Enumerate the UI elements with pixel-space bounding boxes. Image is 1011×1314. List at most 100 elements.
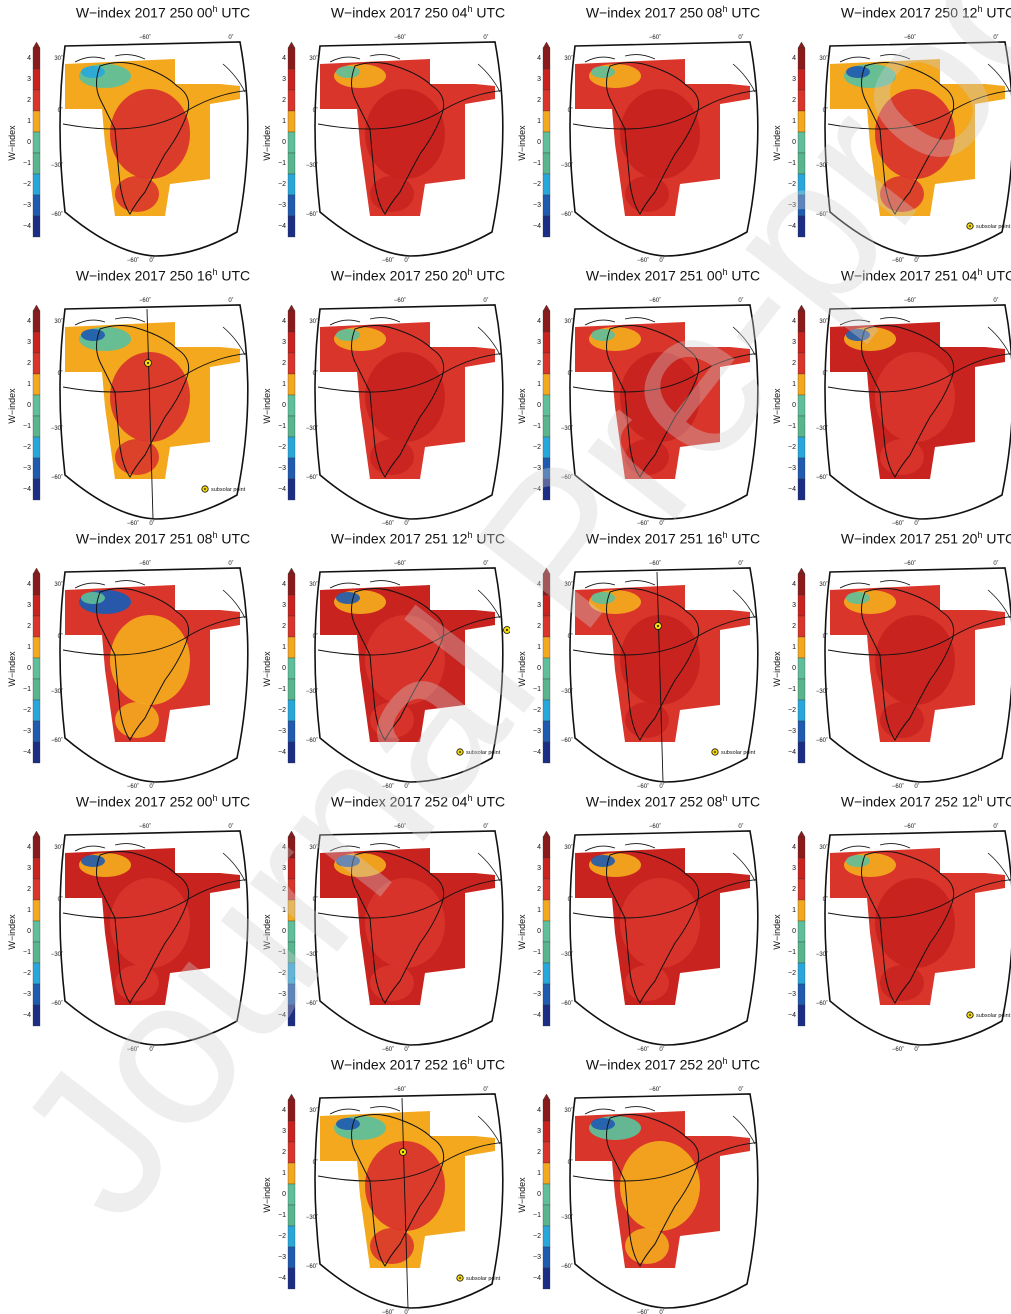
latitude-label: 0˚ (823, 107, 828, 114)
colorbar-segment (287, 194, 296, 217)
panel-title-text: W−index 2017 250 20 (330, 267, 468, 284)
colorbar-tick-label: 0 (537, 402, 541, 409)
colorbar-tick-label: −3 (788, 991, 796, 998)
colorbar-segment (32, 194, 41, 217)
coastline (839, 580, 911, 589)
coastline (732, 326, 756, 356)
colorbar-segment (542, 1204, 551, 1227)
colorbar-segment (287, 47, 296, 70)
colorbar-segment (797, 436, 806, 459)
map-field (62, 841, 248, 1005)
longitude-label-top: −60˚ (649, 297, 661, 304)
longitude-label-top: −60˚ (904, 297, 916, 304)
w-index-region (591, 592, 615, 604)
colorbar-segment (542, 573, 551, 596)
w-index-region (620, 615, 700, 705)
latitude-label: 30˚ (309, 1107, 318, 1114)
colorbar-tick-label: 4 (282, 581, 286, 588)
colorbar-segment (542, 47, 551, 70)
longitude-label-top: −60˚ (139, 297, 151, 304)
colorbar-segment (542, 436, 551, 459)
colorbar-tick-label: 4 (27, 581, 31, 588)
colorbar-tick-label: −2 (533, 707, 541, 714)
colorbar-arrow-top (32, 41, 41, 49)
longitude-label-bottom: −60˚ (382, 1309, 394, 1314)
colorbar-tick-label: −4 (23, 749, 31, 756)
map-frame (59, 567, 249, 783)
latitude-label: −30˚ (816, 688, 828, 695)
colorbar-tick-label: −2 (278, 181, 286, 188)
colorbar-segment (32, 857, 41, 880)
subsolar-legend-dot (204, 488, 206, 490)
w-index-region (110, 878, 190, 968)
latitude-label: 0˚ (568, 633, 573, 640)
colorbar-tick-label: 1 (537, 1170, 541, 1177)
w-index-region (591, 329, 615, 341)
longitude-label-top: −60˚ (904, 823, 916, 830)
colorbar-segment (542, 741, 551, 764)
colorbar-segment (287, 1120, 296, 1143)
colorbar-tick-label: 4 (282, 1107, 286, 1114)
colorbar-tick-label: 3 (537, 76, 541, 83)
colorbar-tick-label: −3 (533, 465, 541, 472)
map-svg: 4 3 2 1 0 −1 −2 −3 −4 W−index 30˚ 0˚ −30˚ −60˚ −60˚ 0˚ −… (772, 34, 1011, 262)
colorbar-tick-label: −4 (278, 486, 286, 493)
colorbar-tick-label: 1 (537, 118, 541, 125)
colorbar-segment (797, 310, 806, 333)
map-svg: 4 3 2 1 0 −1 −2 −3 −4 W−index 30˚ 0˚ −30˚ −60˚ −60˚ 0˚ −… (772, 297, 1011, 525)
panel-title-hour-unit: h (212, 267, 218, 277)
colorbar-tick-label: 4 (282, 318, 286, 325)
panel-title-hour-unit: h (977, 530, 983, 540)
colorbar-tick-label: 3 (537, 865, 541, 872)
coastline (987, 852, 1011, 882)
magnetic-equator-line (62, 89, 248, 130)
colorbar-axis-label: W−index (517, 651, 527, 687)
colorbar-segment (287, 436, 296, 459)
latitude-label: 0˚ (58, 896, 63, 903)
colorbar-segment (542, 920, 551, 943)
colorbar-axis-label: W−index (262, 1177, 272, 1213)
colorbar-tick-label: −2 (788, 970, 796, 977)
colorbar-tick-label: 3 (282, 1128, 286, 1135)
colorbar-segment (32, 394, 41, 417)
map-frame (569, 830, 759, 1046)
subsolar-legend-label: subsolar point (976, 224, 1011, 230)
colorbar-segment (797, 131, 806, 154)
colorbar-segment (287, 310, 296, 333)
coastline (584, 1106, 656, 1115)
subsolar-point-dot (402, 1151, 404, 1153)
panel-title-text: W−index 2017 250 16 (75, 267, 213, 284)
colorbar-segment (287, 657, 296, 680)
colorbar-segment (287, 1183, 296, 1206)
map-panel: W−index 2017 251 16h UTC 4 3 2 1 0 −1 −2 −3 −4 W−i… (515, 530, 765, 788)
colorbar-tick-label: 2 (27, 97, 31, 104)
latitude-label: −30˚ (51, 162, 63, 169)
colorbar-tick-label: 2 (282, 97, 286, 104)
panel-title: W−index 2017 252 00h UTC (63, 793, 263, 810)
w-index-region (365, 352, 445, 442)
colorbar-tick-label: 1 (792, 118, 796, 125)
colorbar-segment (287, 962, 296, 985)
colorbar-tick-label: 0 (282, 402, 286, 409)
map-field (827, 578, 1011, 742)
colorbar-segment (797, 215, 806, 238)
colorbar-axis-label: W−index (517, 914, 527, 950)
colorbar-tick-label: −1 (278, 423, 286, 430)
panel-title-hour-unit: h (212, 530, 218, 540)
colorbar-segment (797, 741, 806, 764)
colorbar-segment (287, 636, 296, 659)
colorbar-axis-label: W−index (517, 1177, 527, 1213)
longitude-label-top: 0˚ (738, 1086, 743, 1093)
map-field (572, 841, 758, 1005)
longitude-label-top: 0˚ (993, 297, 998, 304)
colorbar-tick-label: −1 (278, 160, 286, 167)
longitude-label-bottom: −60˚ (637, 1046, 649, 1051)
map-panel: W−index 2017 252 08h UTC 4 3 2 1 0 −1 −2 −3 −4 W−i… (515, 793, 765, 1051)
colorbar-tick-label: −2 (23, 707, 31, 714)
colorbar-segment (542, 1120, 551, 1143)
colorbar-segment (287, 941, 296, 964)
no-data-gap (685, 315, 730, 347)
coastline (732, 63, 756, 93)
colorbar-tick-label: 3 (537, 1128, 541, 1135)
colorbar-axis-label: W−index (262, 125, 272, 161)
